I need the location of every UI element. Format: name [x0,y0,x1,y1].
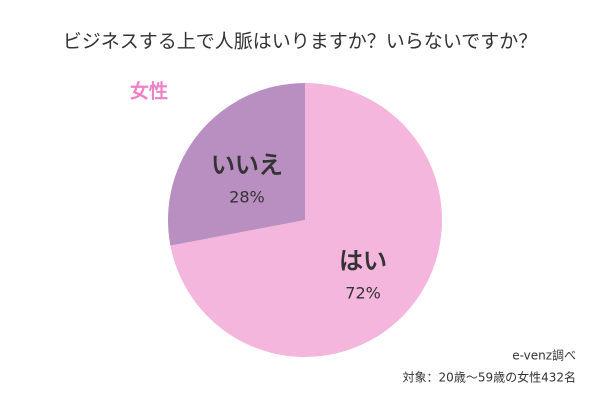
value-label: 28% [229,187,265,206]
slice-label: いいえ [211,151,283,179]
slice-label: はい [339,247,387,275]
chart-subtitle: 女性 [130,80,168,103]
chart-title: ビジネスする上で人脈はいりますか？いらないですか？ [63,31,537,53]
pie-slice [168,83,305,246]
pie-slice [170,83,443,357]
source-note: 対象：20歳〜59歳の女性432名 [403,370,576,385]
value-label: 72% [345,284,381,303]
source-note: e-venz調べ [512,349,576,363]
